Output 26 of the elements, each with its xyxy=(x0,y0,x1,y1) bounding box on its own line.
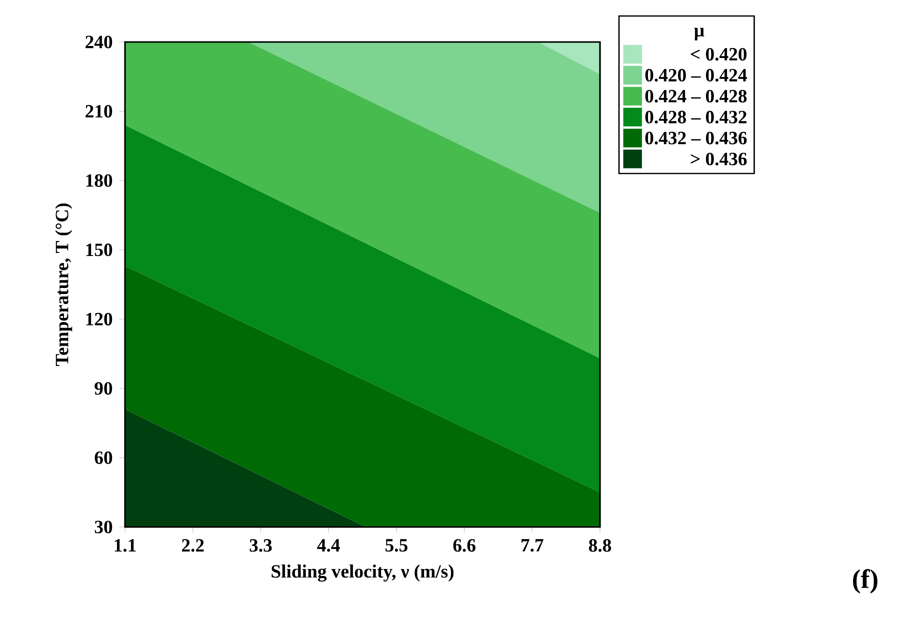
x-tick-label: 5.5 xyxy=(386,539,408,552)
y-tick-label: 150 xyxy=(86,244,112,256)
x-tick-label: 1.1 xyxy=(114,539,136,552)
legend-label: 0.432 – 0.436 xyxy=(645,132,747,144)
text: < 0.420 xyxy=(690,48,747,61)
y-tick-label: 90 xyxy=(94,382,112,395)
text: > 0.436 xyxy=(690,152,747,166)
y-axis-title: Temperature, T (°C) xyxy=(55,204,72,366)
x-axis-title: Sliding velocity, ν (m/s) xyxy=(272,564,454,582)
x-tick-label: 3.3 xyxy=(250,539,272,552)
x-tick-label: 8.8 xyxy=(588,539,612,552)
x-tick-label: 7.7 xyxy=(522,539,544,552)
y-tick-label: 210 xyxy=(86,104,112,118)
y-tick-label: 240 xyxy=(86,36,112,48)
legend-label: 0.424 – 0.428 xyxy=(645,90,747,103)
legend-label: 0.420 – 0.424 xyxy=(645,68,747,82)
y-tick-label: 180 xyxy=(86,174,112,187)
y-tick-label: 120 xyxy=(86,312,112,326)
x-tick-label: 4.4 xyxy=(317,539,340,552)
x-tick-label: 2.2 xyxy=(182,539,204,552)
legend-title: μ xyxy=(694,28,704,40)
legend-label: 0.428 – 0.432 xyxy=(645,110,746,124)
x-tick-label: 6.6 xyxy=(453,539,476,552)
y-tick-label: 60 xyxy=(94,451,112,464)
text: (f) xyxy=(853,569,878,594)
y-tick-label: 30 xyxy=(94,520,112,534)
